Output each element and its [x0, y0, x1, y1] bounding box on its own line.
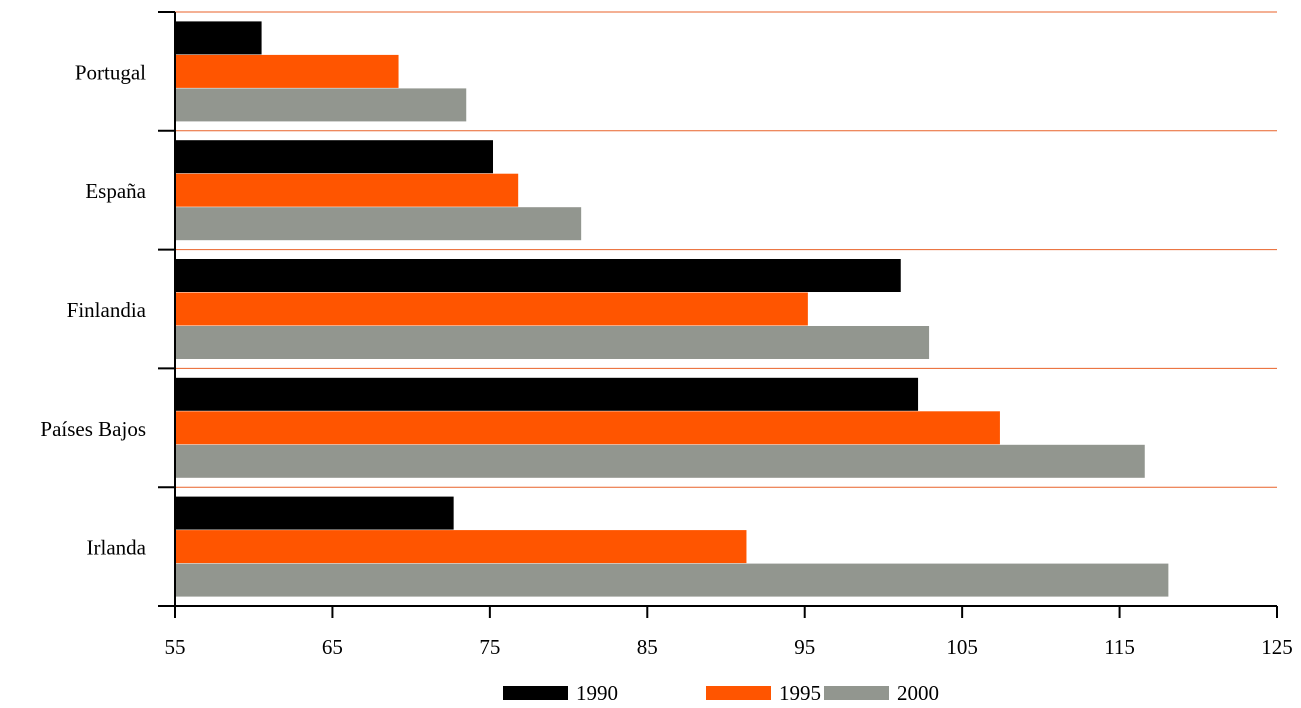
category-label: Finlandia — [67, 298, 147, 322]
category-label: España — [85, 179, 146, 203]
axes — [158, 11, 1278, 618]
x-tick-label: 55 — [165, 635, 186, 659]
x-tick-label: 115 — [1104, 635, 1135, 659]
legend-swatch-1990 — [503, 686, 568, 700]
category-labels: Portugal España Finlandia Países Bajos Irlan… — [40, 60, 146, 559]
bar-1995-países-bajos — [175, 411, 1000, 445]
bar-1995-irlanda — [175, 530, 747, 564]
legend-swatch-1995 — [706, 686, 771, 700]
bar-2000-españa — [175, 207, 582, 241]
legend-swatch-2000 — [824, 686, 889, 700]
x-tick-label: 75 — [479, 635, 500, 659]
bar-1990-portugal — [175, 21, 262, 55]
bar-2000-finlandia — [175, 326, 930, 359]
category-separators — [175, 11, 1277, 488]
bar-1995-portugal — [175, 54, 399, 88]
bar-1990-países-bajos — [175, 377, 919, 411]
legend-label-1990: 1990 — [576, 681, 618, 705]
x-tick-label: 105 — [946, 635, 978, 659]
bar-2000-países-bajos — [175, 444, 1145, 478]
legend-label-2000: 2000 — [897, 681, 939, 705]
bar-1990-irlanda — [175, 496, 454, 530]
bar-2000-irlanda — [175, 563, 1169, 597]
legend-label-1995: 1995 — [779, 681, 821, 705]
category-label: Irlanda — [87, 536, 147, 560]
bar-1995-finlandia — [175, 292, 808, 326]
x-tick-label: 95 — [794, 635, 815, 659]
bar-1990-españa — [175, 140, 494, 174]
category-label: Portugal — [75, 60, 146, 84]
category-label: Países Bajos — [40, 417, 146, 441]
bar-1990-finlandia — [175, 259, 901, 292]
bar-2000-portugal — [175, 88, 467, 122]
x-tick-labels: 55 65 75 85 95 105 115 125 — [165, 635, 1293, 659]
x-tick-label: 65 — [322, 635, 343, 659]
bars-group — [175, 21, 1169, 597]
x-tick-label: 125 — [1261, 635, 1293, 659]
x-tick-label: 85 — [637, 635, 658, 659]
bar-1995-españa — [175, 173, 519, 207]
legend: 1990 1995 2000 — [503, 681, 939, 705]
